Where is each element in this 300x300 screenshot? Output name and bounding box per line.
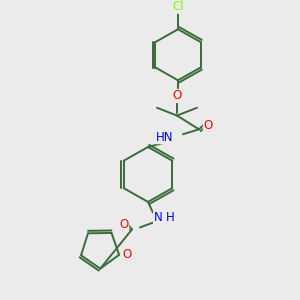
Text: H: H [166,211,174,224]
Text: N: N [154,211,162,224]
Text: HN: HN [155,131,173,144]
Text: Cl: Cl [172,0,184,13]
Text: O: O [172,89,182,103]
Text: O: O [203,119,213,132]
Text: O: O [122,248,132,261]
Text: O: O [119,218,129,231]
